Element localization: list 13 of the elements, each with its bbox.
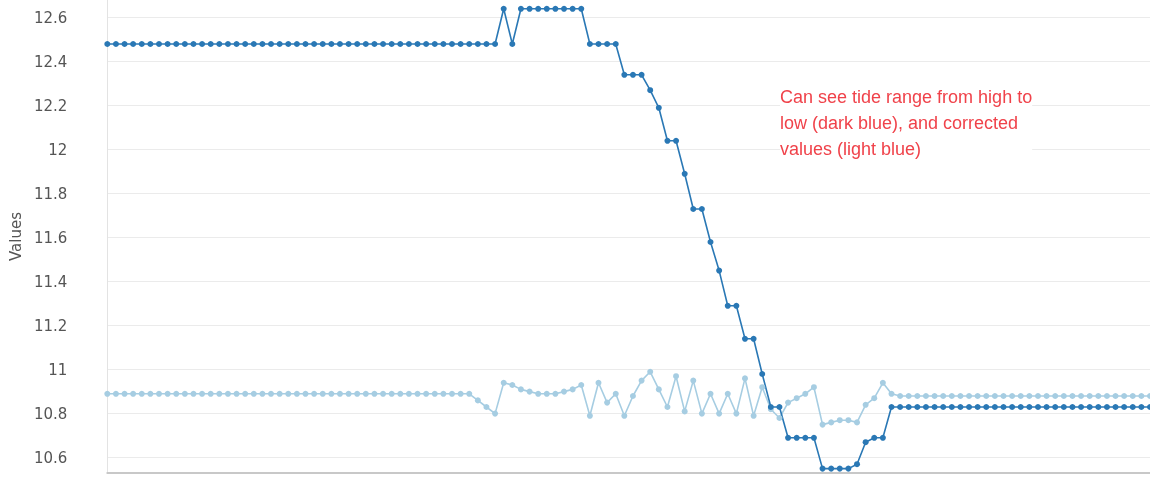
- y-tick-label: 10.6: [33, 448, 68, 467]
- y-tick-label: 11.6: [33, 228, 68, 247]
- y-tick-label: 10.8: [33, 404, 68, 423]
- y-tick-label: 12.4: [33, 52, 68, 71]
- y-tick-label: 11.8: [33, 184, 68, 203]
- annotation: Can see tide range from high to low (dark blue), and corrected values (light blue): [780, 87, 1033, 159]
- y-tick-label: 12.6: [33, 8, 68, 27]
- y-tick-label: 11.2: [33, 316, 68, 335]
- y-tick-label: 12.2: [33, 96, 68, 115]
- y-tick-label: 11.4: [33, 272, 68, 291]
- y-tick-label: 12: [48, 140, 68, 159]
- y-axis-title: Values: [6, 211, 25, 262]
- y-tick-label: 11: [48, 360, 68, 379]
